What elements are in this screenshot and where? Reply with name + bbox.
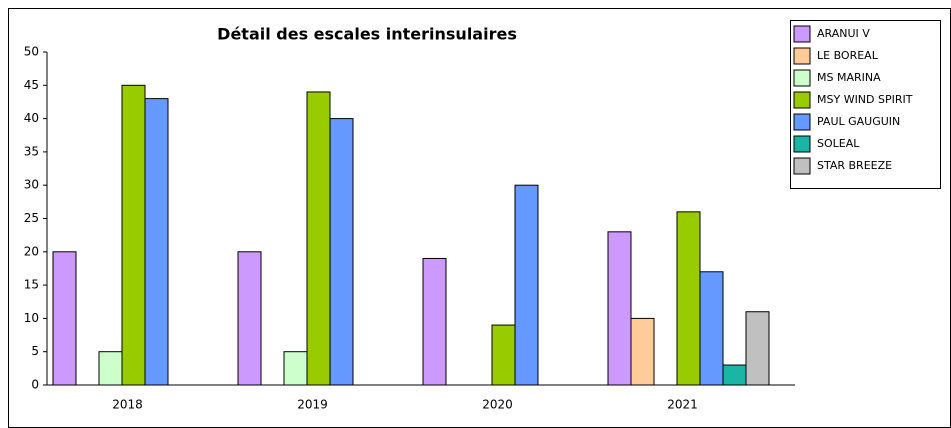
y-tick-label: 40 [24, 111, 39, 125]
legend-swatch [793, 135, 811, 153]
bar [699, 271, 724, 386]
legend-label: MS MARINA [817, 71, 881, 84]
bar [52, 251, 77, 386]
bar [144, 98, 169, 386]
y-tick-label: 5 [31, 344, 39, 358]
y-tick-label: 20 [24, 244, 39, 258]
y-tick-label: 30 [24, 178, 39, 192]
bar [722, 364, 747, 386]
legend-label: STAR BREEZE [817, 159, 892, 172]
x-tick-label: 2021 [667, 398, 698, 412]
x-tick-label: 2020 [482, 398, 513, 412]
bar [306, 91, 331, 386]
bar [98, 351, 123, 386]
legend-swatch [793, 91, 811, 109]
y-tick-label: 10 [24, 311, 39, 325]
y-tick-label: 15 [24, 278, 39, 292]
bar [745, 311, 770, 386]
y-tick-label: 35 [24, 144, 39, 158]
bar [121, 84, 146, 386]
legend-label: PAUL GAUGUIN [817, 115, 900, 128]
legend-swatch [793, 47, 811, 65]
bar [422, 257, 447, 386]
y-tick-label: 0 [31, 378, 39, 392]
x-tick-label: 2018 [112, 398, 143, 412]
legend-label: MSY WIND SPIRIT [817, 93, 913, 106]
legend-label: SOLEAL [817, 137, 860, 150]
legend-box [790, 20, 941, 189]
bar [283, 351, 308, 386]
bar [676, 211, 701, 386]
y-tick-label: 25 [24, 211, 39, 225]
bar [514, 184, 539, 386]
legend-swatch [793, 157, 811, 175]
bar [607, 231, 632, 386]
x-tick-label: 2019 [297, 398, 328, 412]
legend-swatch [793, 25, 811, 43]
legend-swatch [793, 113, 811, 131]
legend-swatch [793, 69, 811, 87]
bar [491, 324, 516, 386]
y-tick-label: 50 [24, 45, 39, 59]
bar [329, 118, 354, 386]
legend-label: LE BOREAL [817, 49, 879, 62]
bar [630, 317, 655, 386]
y-tick-label: 45 [24, 78, 39, 92]
legend-label: ARANUI V [817, 27, 870, 40]
chart-title: Détail des escales interinsulaires [217, 25, 517, 44]
bar [237, 251, 262, 386]
